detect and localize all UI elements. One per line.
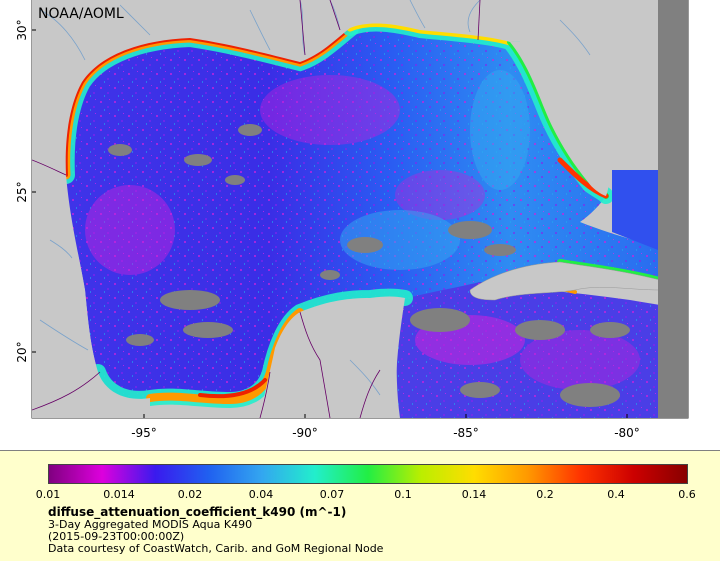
variable-name: diffuse_attenuation_coefficient_k490 (m^… [48,505,347,519]
timestamp: (2015-09-23T00:00:00Z) [48,530,185,543]
yucatan-land [260,296,405,418]
lat-label-25: 25° [15,181,29,202]
no-data-patches [108,124,630,407]
gulf-magenta-zone [260,75,400,145]
credit-label: NOAA/AOML [38,6,124,22]
caribbean-magenta-patch [520,330,640,390]
colorbar-tick: 0.6 [678,488,696,501]
gulf-magenta-zone [395,170,485,220]
atlantic-water-strip [612,170,658,250]
lon-label-80: -80° [614,426,640,440]
colorbar-tick: 0.1 [394,488,412,501]
map-panel: NOAA/AOML 30° 25° 20° -95° -90° -85° -80… [15,0,689,440]
colorbar-tick: 0.02 [177,488,203,501]
cuba-land [469,261,661,301]
gulf-cyan-zone [470,70,530,190]
lat-label-20: 20° [15,341,29,362]
lon-label-95: -95° [131,426,157,440]
colorbar-tick: 0.07 [319,488,345,501]
dataset-name: 3-Day Aggregated MODIS Aqua K490 [48,518,253,531]
florida-land [510,41,613,197]
colorbar-tick: 0.01 [35,488,61,501]
lat-label-30: 30° [15,19,29,40]
gulf-magenta-zone [85,185,175,275]
colorbar-tick: 0.014 [103,488,135,501]
lon-label-90: -90° [292,426,318,440]
colorbar-tick: 0.14 [461,488,487,501]
political-borders [32,0,481,418]
us-land [32,0,658,175]
gulf-cyan-zone [340,210,460,270]
colorbar-tick: 0.04 [248,488,274,501]
map-ticks [32,29,628,418]
mexico-land [32,175,150,418]
data-credit: Data courtesy of CoastWatch, Carib. and … [48,542,384,555]
lon-label-85: -85° [453,426,479,440]
atlantic-nodata [658,0,688,418]
colorbar-ticks: 0.01 0.014 0.02 0.04 0.07 0.1 0.14 0.2 0… [0,488,720,502]
colorbar-tick: 0.4 [607,488,625,501]
colorbar-tick: 0.2 [536,488,554,501]
legend-panel: 0.01 0.014 0.02 0.04 0.07 0.1 0.14 0.2 0… [0,450,720,561]
colorbar [48,464,688,484]
